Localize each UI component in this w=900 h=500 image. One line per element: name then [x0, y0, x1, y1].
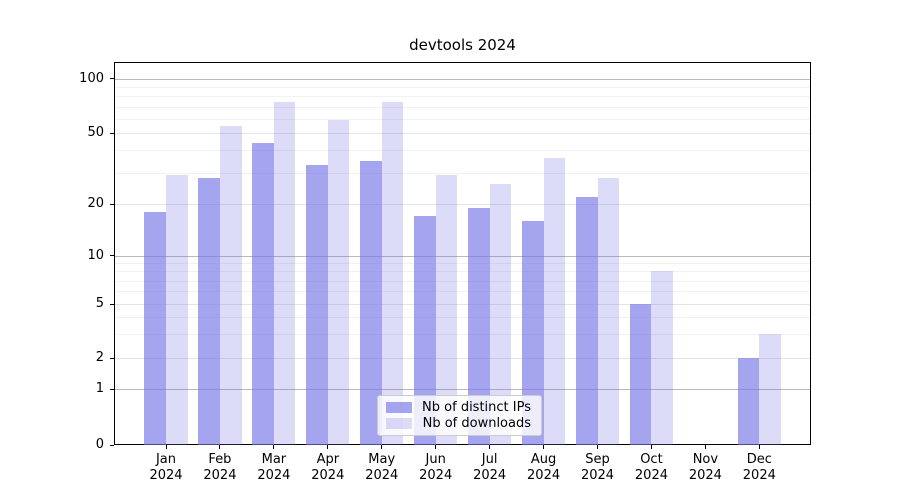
x-tick-label: Feb 2024 — [203, 452, 237, 483]
x-tick-label: Aug 2024 — [527, 452, 561, 483]
x-tick — [758, 445, 760, 449]
minor-gridline — [115, 86, 810, 88]
y-tick — [110, 203, 114, 205]
minor-gridline — [115, 317, 810, 319]
chart-title: devtools 2024 — [409, 36, 516, 54]
legend-swatch — [386, 402, 412, 414]
x-tick-label: Sep 2024 — [580, 452, 615, 483]
minor-gridline — [115, 96, 810, 98]
minor-gridline — [115, 334, 810, 336]
gridline — [115, 133, 810, 134]
bar-downloads — [543, 158, 566, 445]
bar-distinct-ips — [198, 177, 220, 445]
y-tick-label: 10 — [87, 247, 104, 263]
bar-downloads — [759, 334, 781, 445]
minor-gridline — [115, 291, 810, 293]
legend: Nb of distinct IPs Nb of downloads — [377, 395, 542, 436]
x-tick-label: Jun 2024 — [419, 452, 453, 483]
bar-distinct-ips — [575, 196, 598, 445]
y-tick — [110, 303, 114, 305]
x-tick — [704, 445, 706, 449]
bar-distinct-ips — [521, 220, 544, 445]
bar-distinct-ips — [360, 160, 382, 445]
bar-distinct-ips — [252, 142, 274, 445]
major-gridline — [115, 78, 810, 80]
x-tick-label: Nov 2024 — [688, 452, 722, 483]
bar-downloads — [166, 175, 188, 445]
y-tick-label: 0 — [95, 437, 104, 452]
y-tick — [110, 388, 114, 390]
plot-area — [114, 62, 811, 445]
x-tick-label: Dec 2024 — [742, 452, 776, 483]
legend-label: Nb of downloads — [422, 415, 531, 431]
x-tick — [273, 445, 275, 449]
bar-downloads — [597, 177, 620, 445]
legend-swatch — [386, 417, 412, 429]
x-tick-label: Jul 2024 — [473, 452, 507, 483]
bar-distinct-ips — [629, 304, 652, 445]
minor-gridline — [115, 172, 810, 174]
y-tick — [110, 357, 114, 359]
x-tick — [165, 445, 167, 449]
y-tick-label: 1 — [95, 381, 104, 396]
y-tick-label: 20 — [87, 196, 104, 211]
minor-gridline — [115, 271, 810, 273]
y-tick — [110, 255, 114, 257]
y-tick-label: 5 — [95, 296, 104, 311]
x-tick — [435, 445, 437, 449]
x-tick — [381, 445, 383, 449]
x-tick — [219, 445, 221, 449]
gridline — [115, 358, 810, 360]
bar-downloads — [489, 183, 512, 445]
legend-item: Nb of downloads — [386, 416, 531, 432]
x-tick — [650, 445, 652, 449]
bar-downloads — [327, 120, 350, 445]
minor-gridline — [115, 263, 810, 265]
minor-gridline — [115, 118, 810, 120]
bar-distinct-ips — [306, 165, 328, 445]
y-tick-label: 50 — [87, 125, 104, 140]
y-tick — [110, 78, 114, 80]
minor-gridline — [115, 280, 810, 282]
bar-distinct-ips — [737, 358, 760, 445]
minor-gridline — [115, 106, 810, 108]
major-gridline — [115, 389, 810, 390]
x-tick-label: Mar 2024 — [257, 452, 291, 483]
x-tick — [543, 445, 545, 449]
y-tick-label: 100 — [79, 70, 104, 86]
x-tick-label: May 2024 — [365, 452, 399, 483]
bar-downloads — [381, 102, 404, 445]
y-tick — [110, 444, 114, 446]
y-tick-label: 2 — [95, 350, 104, 366]
x-tick — [597, 445, 599, 449]
y-tick — [110, 132, 114, 134]
minor-gridline — [115, 150, 810, 152]
bar-distinct-ips — [414, 216, 436, 445]
bar-distinct-ips — [144, 211, 166, 445]
x-tick — [327, 445, 329, 449]
x-tick-label: Apr 2024 — [311, 452, 345, 483]
bar-distinct-ips — [468, 207, 490, 445]
bar-downloads — [435, 175, 458, 445]
x-tick — [489, 445, 491, 449]
legend-label: Nb of distinct IPs — [422, 400, 531, 416]
legend-item: Nb of distinct IPs — [386, 400, 531, 416]
gridline — [115, 204, 810, 205]
bar-downloads — [651, 271, 674, 445]
major-gridline — [115, 255, 810, 257]
x-tick-label: Jan 2024 — [149, 452, 183, 483]
bar-downloads — [219, 125, 242, 445]
x-tick-label: Oct 2024 — [634, 452, 668, 483]
gridline — [115, 304, 810, 305]
bar-downloads — [273, 102, 296, 445]
